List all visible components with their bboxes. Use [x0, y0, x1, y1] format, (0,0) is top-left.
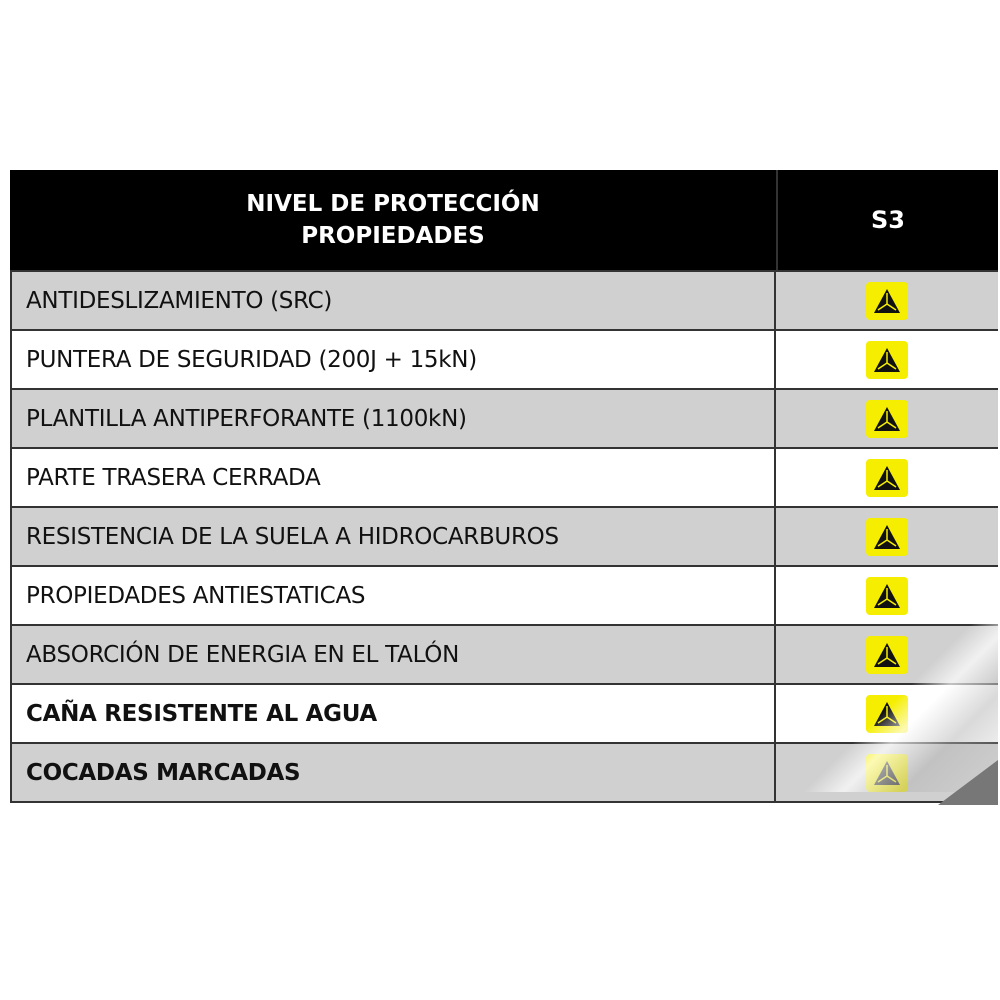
property-label: PLANTILLA ANTIPERFORANTE (1100kN): [10, 390, 776, 447]
table-header: NIVEL DE PROTECCIÓN PROPIEDADES S3: [10, 170, 998, 270]
level-cell: [776, 272, 998, 329]
property-label: CAÑA RESISTENTE AL AGUA: [10, 685, 776, 742]
header-properties-cell: NIVEL DE PROTECCIÓN PROPIEDADES: [10, 170, 778, 270]
header-title-line2: PROPIEDADES: [301, 223, 485, 249]
safety-triangle-icon: [866, 399, 908, 438]
table-row: CAÑA RESISTENTE AL AGUA: [10, 683, 998, 742]
header-level-cell: S3: [778, 170, 998, 270]
page-curl-corner: [938, 760, 998, 805]
level-cell: [776, 331, 998, 388]
property-label: ANTIDESLIZAMIENTO (SRC): [10, 272, 776, 329]
level-cell: [776, 390, 998, 447]
level-cell: [776, 449, 998, 506]
table-row: ANTIDESLIZAMIENTO (SRC): [10, 270, 998, 329]
safety-triangle-icon: [866, 753, 908, 792]
safety-triangle-icon: [866, 340, 908, 379]
property-label: RESISTENCIA DE LA SUELA A HIDROCARBUROS: [10, 508, 776, 565]
protection-table: NIVEL DE PROTECCIÓN PROPIEDADES S3 ANTID…: [10, 170, 998, 803]
property-label: PUNTERA DE SEGURIDAD (200J + 15kN): [10, 331, 776, 388]
safety-triangle-icon: [866, 517, 908, 556]
level-cell: [776, 685, 998, 742]
property-label: COCADAS MARCADAS: [10, 744, 776, 801]
property-label: ABSORCIÓN DE ENERGIA EN EL TALÓN: [10, 626, 776, 683]
table-row: ABSORCIÓN DE ENERGIA EN EL TALÓN: [10, 624, 998, 683]
safety-triangle-icon: [866, 694, 908, 733]
safety-triangle-icon: [866, 576, 908, 615]
safety-triangle-icon: [866, 458, 908, 497]
table-row: PARTE TRASERA CERRADA: [10, 447, 998, 506]
property-label: PROPIEDADES ANTIESTATICAS: [10, 567, 776, 624]
header-level: S3: [871, 206, 905, 234]
table-row: PUNTERA DE SEGURIDAD (200J + 15kN): [10, 329, 998, 388]
table-row: PROPIEDADES ANTIESTATICAS: [10, 565, 998, 624]
safety-triangle-icon: [866, 281, 908, 320]
level-cell: [776, 508, 998, 565]
property-label: PARTE TRASERA CERRADA: [10, 449, 776, 506]
level-cell: [776, 626, 998, 683]
level-cell: [776, 567, 998, 624]
table-row: PLANTILLA ANTIPERFORANTE (1100kN): [10, 388, 998, 447]
table-row: COCADAS MARCADAS: [10, 742, 998, 803]
header-title-line1: NIVEL DE PROTECCIÓN: [246, 191, 540, 217]
table-row: RESISTENCIA DE LA SUELA A HIDROCARBUROS: [10, 506, 998, 565]
safety-triangle-icon: [866, 635, 908, 674]
